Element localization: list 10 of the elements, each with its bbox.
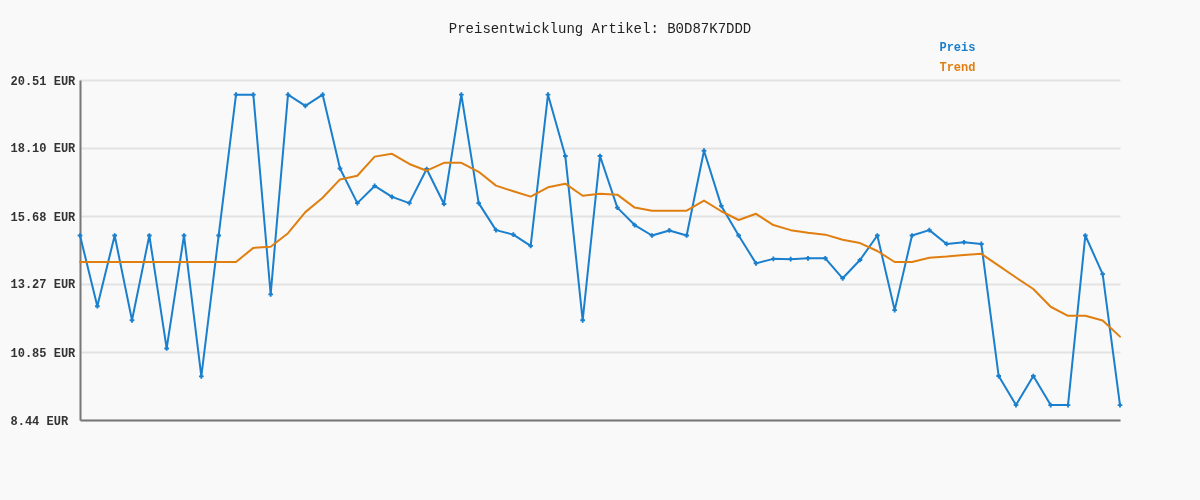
- chart-title: Preisentwicklung Artikel: B0D87K7DDD: [448, 21, 752, 37]
- text: Preis: [939, 41, 976, 55]
- y-tick-label: 13.27 EUR: [10, 278, 77, 293]
- y-tick-label: 15.68 EUR: [10, 210, 77, 225]
- y-tick-label: 8.44 EUR: [10, 414, 69, 429]
- line-series: [79, 152, 1121, 338]
- text: Trend: [939, 61, 976, 75]
- y-tick-label: 18.10 EUR: [10, 142, 77, 157]
- y-tick-label: 20.51 EUR: [10, 74, 77, 89]
- y-tick-label: 10.85 EUR: [10, 346, 77, 361]
